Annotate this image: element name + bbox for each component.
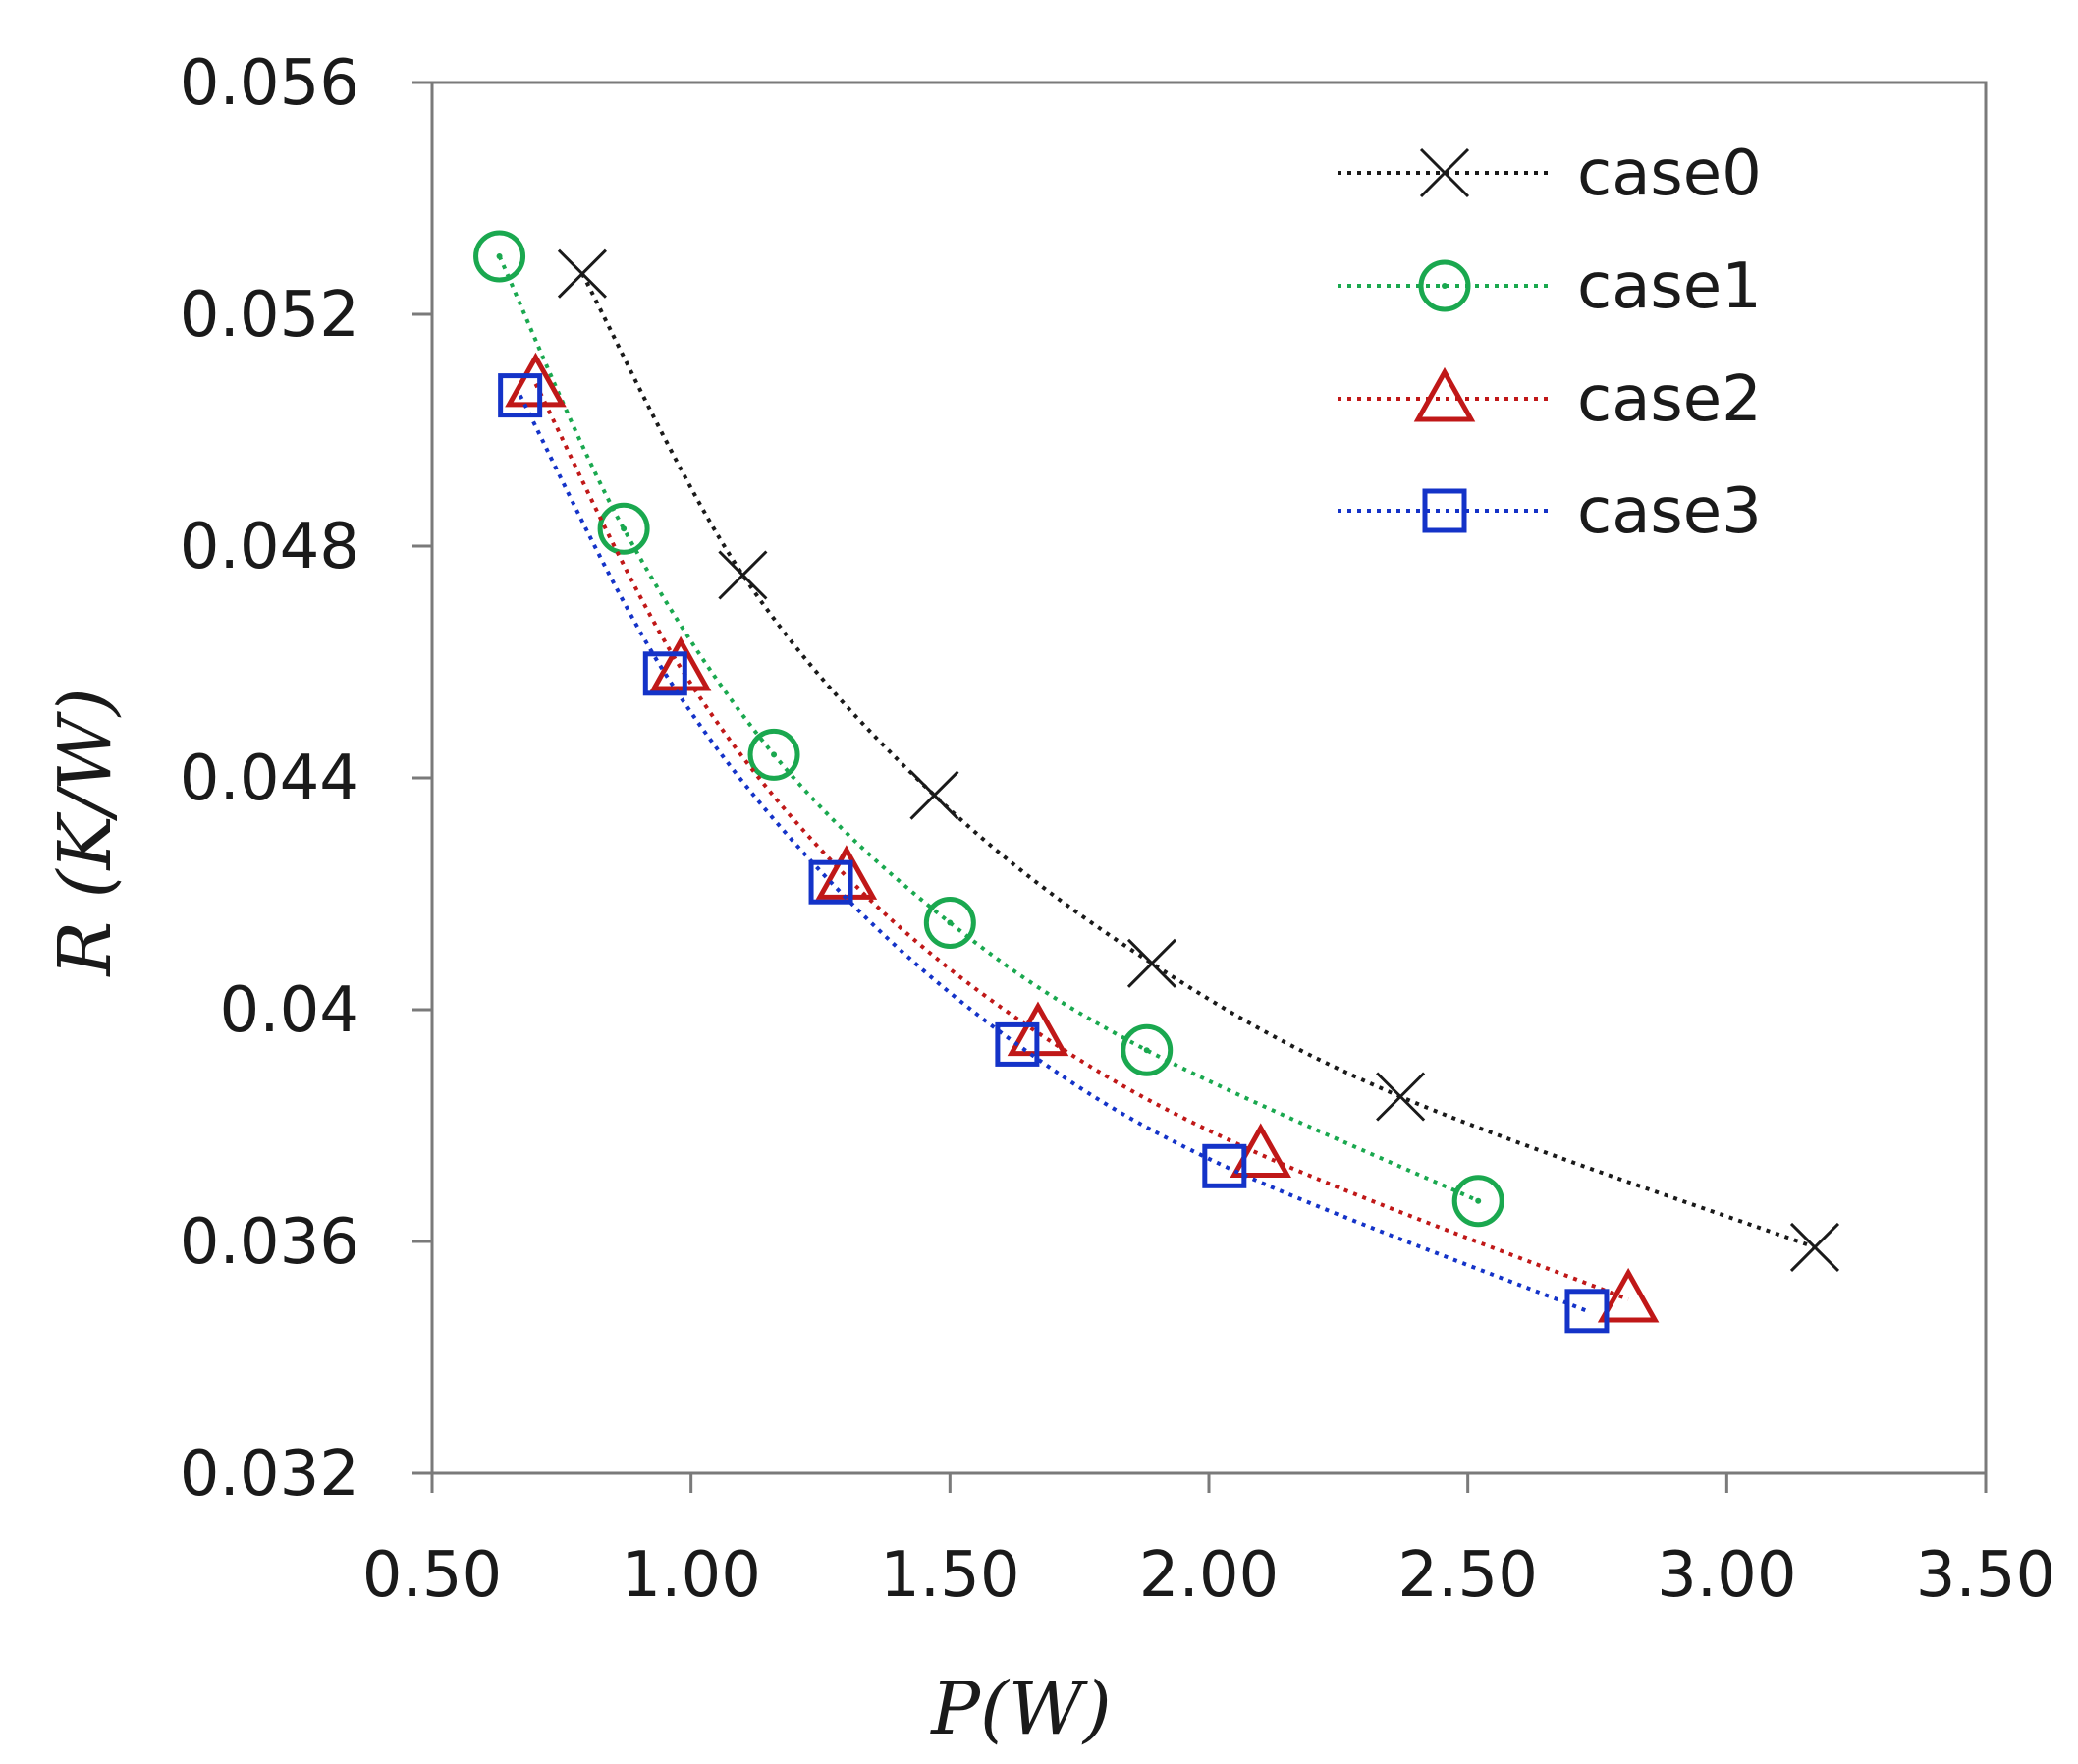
- x-tick-label: 3.50: [1916, 1539, 2056, 1612]
- x-tick-label: 0.50: [362, 1539, 503, 1612]
- x-tick-label: 2.00: [1139, 1539, 1280, 1612]
- y-tick-label: 0.036: [180, 1206, 359, 1279]
- legend-item-case2: case2: [1338, 363, 1762, 436]
- data-point-case3: [1202, 1143, 1247, 1188]
- x-tick-label: 3.00: [1657, 1539, 1797, 1612]
- data-point-case3: [642, 651, 687, 696]
- series-line-case0: [580, 272, 1816, 1249]
- data-point-case0: [1789, 1222, 1840, 1272]
- y-axis-title: R (K/W): [43, 688, 128, 977]
- x-tick-label: 2.50: [1397, 1539, 1538, 1612]
- data-point-case2: [649, 635, 712, 691]
- series-layer: [473, 230, 1840, 1334]
- legend-marker-circle: [1418, 259, 1471, 312]
- series-case0: [557, 248, 1840, 1272]
- data-point-case3: [498, 373, 543, 418]
- series-case3: [498, 373, 1610, 1334]
- legend-item-case1: case1: [1338, 250, 1762, 323]
- y-tick-label: 0.04: [220, 974, 360, 1047]
- legend: case0 case1 case2 case3: [1338, 138, 1762, 548]
- y-tick-label: 0.048: [180, 511, 359, 583]
- data-point-case0: [1126, 938, 1177, 988]
- legend-label: case3: [1577, 475, 1762, 548]
- legend-marker-triangle: [1413, 366, 1476, 422]
- data-point-case1: [747, 728, 800, 781]
- data-point-case1: [1121, 1023, 1174, 1076]
- legend-label: case1: [1577, 250, 1762, 323]
- y-tick-label: 0.032: [180, 1438, 359, 1511]
- legend-item-case0: case0: [1338, 138, 1762, 210]
- data-point-case2: [505, 352, 567, 408]
- legend-marker-x: [1419, 147, 1470, 198]
- series-case1: [473, 230, 1504, 1228]
- legend-label: case2: [1577, 363, 1762, 436]
- data-point-case2: [1597, 1267, 1660, 1323]
- x-axis-ticks: 0.50 1.00 1.50 2.00 2.50 3.00 3.50: [362, 1473, 2056, 1612]
- legend-label: case0: [1577, 138, 1762, 210]
- data-point-case3: [808, 859, 853, 905]
- legend-item-case3: case3: [1338, 475, 1762, 548]
- x-tick-label: 1.50: [880, 1539, 1020, 1612]
- data-point-case1: [1451, 1175, 1504, 1228]
- y-tick-label: 0.044: [180, 743, 359, 815]
- legend-marker-square: [1422, 488, 1467, 533]
- data-point-case1: [473, 230, 526, 283]
- y-tick-label: 0.052: [180, 279, 359, 352]
- data-point-case0: [718, 550, 768, 600]
- data-point-case3: [1564, 1289, 1610, 1334]
- y-axis-ticks: 0.032 0.036 0.04 0.044 0.048 0.052 0.056: [180, 47, 432, 1511]
- x-axis-title: P(W): [929, 1667, 1112, 1751]
- series-line-case3: [518, 394, 1588, 1313]
- data-point-case3: [995, 1021, 1040, 1067]
- data-point-case0: [557, 248, 607, 299]
- y-tick-label: 0.056: [180, 47, 359, 120]
- data-point-case2: [1230, 1123, 1292, 1179]
- x-tick-label: 1.00: [621, 1539, 761, 1612]
- data-point-case0: [1376, 1072, 1426, 1122]
- data-point-case0: [909, 770, 959, 820]
- data-point-case1: [923, 897, 976, 949]
- data-point-case1: [597, 502, 650, 555]
